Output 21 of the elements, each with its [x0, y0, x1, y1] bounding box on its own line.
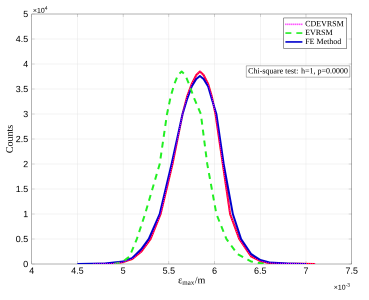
- x-tick-label: 7: [304, 268, 308, 274]
- x-tick-label: 7.5: [346, 268, 358, 274]
- x-tick-label: 4: [29, 268, 34, 274]
- x-axis-title: ε$_{max}$/m: [178, 276, 206, 285]
- y-axis-title: Counts: [6, 125, 13, 153]
- y-tick-label: 1: [24, 210, 28, 218]
- x-tick-label: 6.5: [254, 268, 266, 274]
- y-tick-label: 0.5: [16, 236, 28, 242]
- y-tick-label: 2.5: [16, 136, 28, 142]
- x-tick-label: 5: [120, 268, 126, 274]
- y-tick-label: 3: [24, 110, 28, 118]
- y-tick-label: 4.5: [16, 36, 28, 42]
- x-tick-label: 5.5: [162, 268, 175, 274]
- x-tick-label: 4.5: [71, 268, 84, 274]
- x-tick-label: 6: [212, 268, 217, 274]
- y-tick-label: 3.5: [16, 86, 28, 92]
- y-tick-label: 0: [24, 260, 28, 268]
- y-tick-label: 2: [24, 160, 28, 168]
- y-tick-label: 4: [23, 60, 28, 68]
- y-tick-label: 5: [24, 10, 28, 18]
- y-tick-label: 1.5: [16, 186, 28, 192]
